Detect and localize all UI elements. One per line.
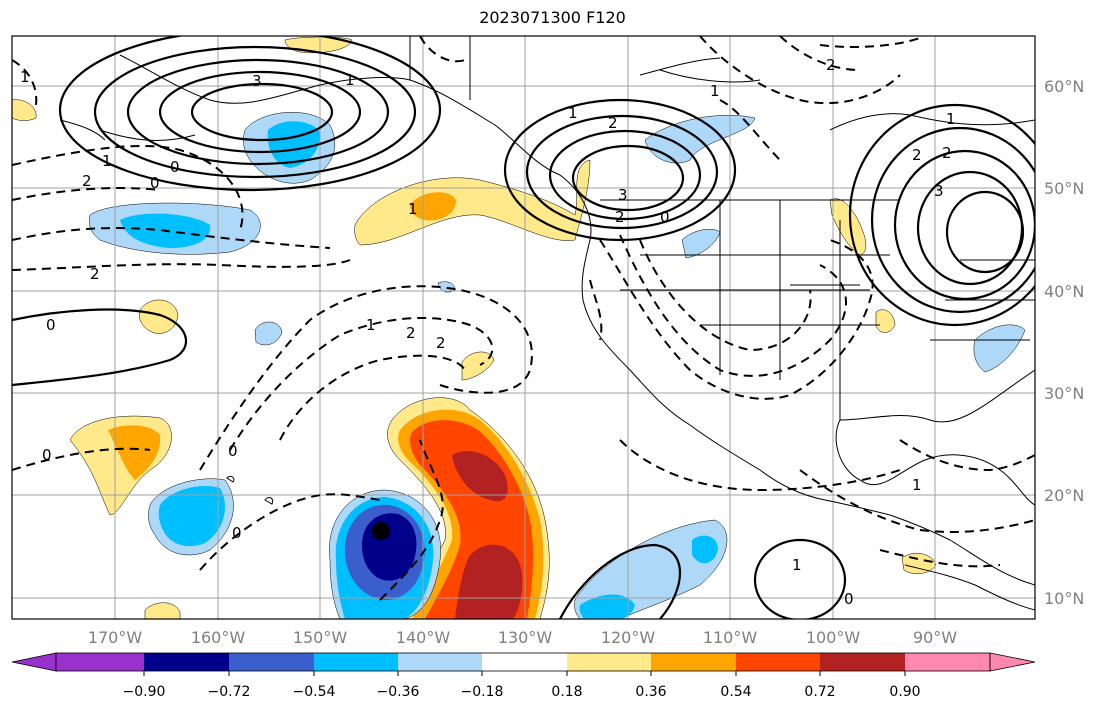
contour-label: 1 <box>568 104 578 122</box>
contour-label: 1 <box>102 152 112 170</box>
longitude-labels: 170°W 160°W 150°W 140°W 130°W 120°W 110°… <box>88 628 957 647</box>
colorbar-segment <box>56 653 144 671</box>
cold-shading-hawaii-cyan <box>158 485 225 547</box>
contour-label: 0 <box>42 446 52 464</box>
contour-label: 2 <box>436 334 446 352</box>
warm-shading-bc-orange <box>410 192 456 221</box>
colorbar-segment <box>144 653 229 671</box>
colorbar-segment <box>482 653 567 671</box>
colorbar-outline <box>55 652 991 672</box>
warm-shading-small-8 <box>144 602 181 619</box>
contour-label: 0 <box>46 316 56 334</box>
cold-shading-east-pac <box>574 519 728 619</box>
contour-label: 3 <box>618 186 628 204</box>
colorbar: −0.90 −0.72 −0.54 −0.36 −0.18 0.18 0.36 … <box>11 652 1036 700</box>
contour-label: 2 <box>912 146 922 164</box>
lat-label: 30°N <box>1044 384 1084 403</box>
solid-contours <box>12 36 1035 619</box>
lon-label: 150°W <box>293 628 348 647</box>
warm-shading-darkred <box>452 451 508 502</box>
colorbar-extend-low <box>11 652 57 672</box>
contour-label: 2 <box>406 324 416 342</box>
map-title: 2023071300 F120 <box>479 8 626 27</box>
lon-label: 120°W <box>601 628 656 647</box>
storm-center-marker <box>372 522 390 540</box>
colorbar-tick-label: 0.18 <box>551 684 582 700</box>
warm-shading-small-6 <box>12 99 37 121</box>
warm-shading-small-3 <box>829 198 867 256</box>
colorbar-segment <box>567 653 651 671</box>
cold-shading-east-pac-cyan <box>579 594 635 619</box>
contour-label: 3 <box>934 182 944 200</box>
contour-label: 2 <box>90 265 100 283</box>
warm-shading-small-1 <box>139 299 179 334</box>
dashed-contours <box>12 36 1035 601</box>
contour-label: 1 <box>408 200 418 218</box>
colorbar-tick-label: −0.90 <box>123 684 166 700</box>
latitude-labels: 60°N 50°N 40°N 30°N 20°N 10°N <box>1044 77 1084 608</box>
cold-shading-east-pac-cyan-2 <box>692 535 718 564</box>
colorbar-segment <box>651 653 736 671</box>
warm-shading-darkred-2 <box>455 544 523 619</box>
lon-label: 90°W <box>913 628 957 647</box>
colorbar-tick-label: −0.72 <box>208 684 251 700</box>
lat-label: 50°N <box>1044 179 1084 198</box>
lon-label: 160°W <box>191 628 246 647</box>
contour-label: 0 <box>228 442 238 460</box>
colorbar-tick-label: −0.36 <box>377 684 420 700</box>
contour-label: 2 <box>608 114 618 132</box>
contour-label: 1 <box>912 476 922 494</box>
contour-label: 1 <box>710 82 720 100</box>
contour-label: 3 <box>252 72 262 90</box>
map-content: 3 1 1 0 1 2 3 2 0 1 2 3 2 1 2 0 2 1 0 1 … <box>12 36 1035 619</box>
warm-shading-small-5 <box>461 351 495 381</box>
lon-label: 130°W <box>498 628 553 647</box>
colorbar-tick-label: 0.90 <box>889 684 920 700</box>
warm-shading-small-7 <box>875 309 896 333</box>
cold-shading-gulf-of-mexico <box>973 324 1026 373</box>
warm-shading-hawaii-west-orange <box>108 425 161 480</box>
contour-label: 1 <box>946 110 956 128</box>
contour-label: 2 <box>942 144 952 162</box>
colorbar-tick-label: 0.36 <box>635 684 666 700</box>
lat-label: 60°N <box>1044 77 1084 96</box>
contour-label: 0 <box>660 208 670 226</box>
lat-label: 40°N <box>1044 282 1084 301</box>
cold-shading-small-1 <box>254 321 283 346</box>
lon-label: 100°W <box>806 628 861 647</box>
cold-shading-navy <box>362 513 417 581</box>
contour-label: 0 <box>170 158 180 176</box>
colorbar-extend-high <box>989 652 1036 672</box>
contour-label: 1 <box>345 71 355 89</box>
contour-labels: 3 1 1 0 1 2 3 2 0 1 2 3 2 1 2 0 2 1 0 1 … <box>20 56 956 608</box>
contour-label: 0 <box>844 590 854 608</box>
warm-shading-bc <box>354 159 591 246</box>
shading-layer <box>12 36 1026 619</box>
colorbar-segment <box>314 653 398 671</box>
lon-label: 170°W <box>88 628 143 647</box>
colorbar-segment <box>229 653 314 671</box>
contour-label: 1 <box>792 556 802 574</box>
contour-label: 1 <box>366 316 376 334</box>
colorbar-tick-label: −0.18 <box>461 684 504 700</box>
lon-label: 110°W <box>703 628 758 647</box>
contour-label: 0 <box>150 174 160 192</box>
lat-label: 20°N <box>1044 486 1084 505</box>
colorbar-segment <box>736 653 820 671</box>
colorbar-segment <box>820 653 905 671</box>
contour-label: 0 <box>232 524 242 542</box>
lon-label: 140°W <box>396 628 451 647</box>
colorbar-tick-label: −0.54 <box>293 684 336 700</box>
contour-label: 2 <box>826 56 836 74</box>
colorbar-tick-label: 0.54 <box>720 684 751 700</box>
map-frame <box>11 35 1036 620</box>
contour-label: 2 <box>615 208 625 226</box>
colorbar-tick-label: 0.72 <box>804 684 835 700</box>
contour-label: 1 <box>20 68 30 86</box>
colorbar-segment <box>398 653 482 671</box>
contour-label: 2 <box>82 172 92 190</box>
lat-label: 10°N <box>1044 589 1084 608</box>
colorbar-segment <box>905 653 990 671</box>
